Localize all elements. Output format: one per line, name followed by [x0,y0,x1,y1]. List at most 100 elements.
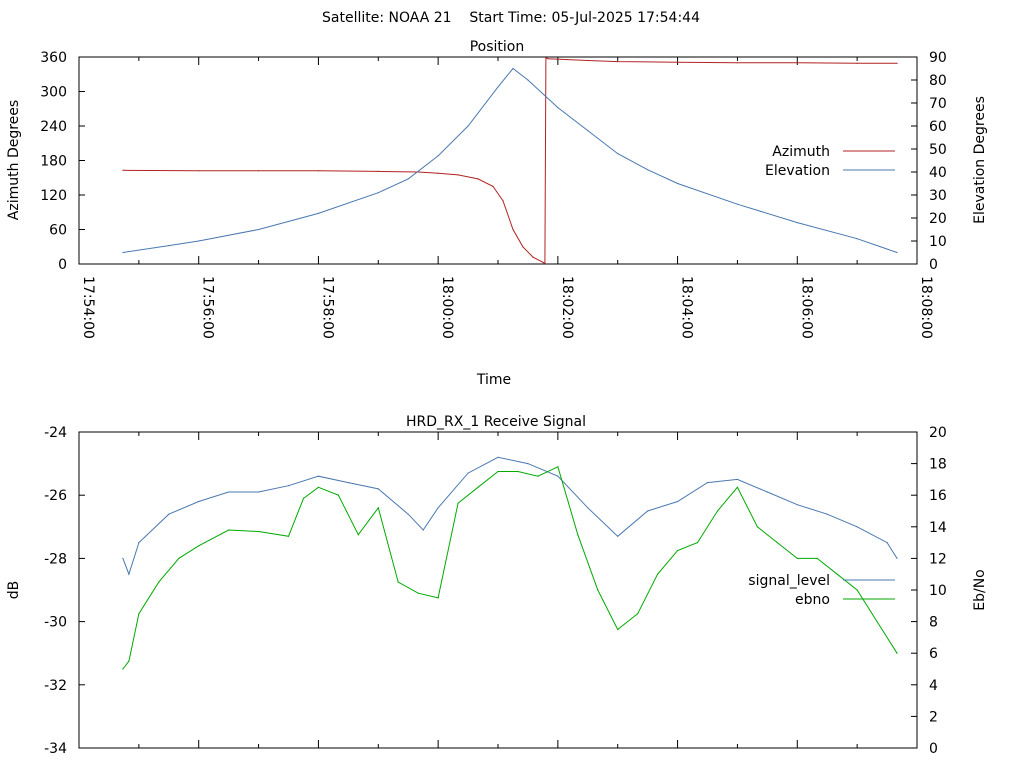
legend-label-elevation: Elevation [765,163,830,179]
data-point-signal-level [128,573,130,575]
y-tick-label: -32 [44,678,67,694]
position-plot-frame [78,56,918,265]
data-point-azimuth [457,174,459,176]
data-point-elevation [198,240,200,242]
data-point-azimuth [437,172,439,174]
data-point-signal-level [587,507,589,509]
y2-tick-label: 10 [929,234,947,250]
data-point-elevation [497,86,499,88]
data-point-ebno [357,534,359,536]
y2-tick-label: 80 [929,73,947,89]
data-point-ebno [597,589,599,591]
data-point-azimuth [896,62,898,64]
position-right-axis: 0 10 20 30 40 50 60 70 80 90 [911,50,947,273]
signal-left-axis: -34 -32 -30 -28 -26 -24 [44,425,85,757]
data-point-signal-level [706,482,709,484]
data-point-signal-level [647,510,649,512]
data-point-signal-level [826,513,828,515]
data-point-ebno [537,475,539,477]
x-tick-label: 18:00:00 [439,276,455,339]
signal-y-axis-label: dB [6,581,22,600]
data-point-ebno [228,529,230,531]
data-point-ebno [716,510,719,512]
data-point-ebno [796,557,798,560]
y2-tick-label: 30 [929,188,947,204]
data-point-azimuth [198,170,200,172]
data-point-elevation [122,251,124,254]
data-point-elevation [736,203,739,205]
data-point-signal-level [896,557,898,560]
data-point-signal-level [287,485,290,487]
x-tick-label: 17:58:00 [319,276,335,339]
y2-tick-label: 0 [929,741,938,757]
y2-tick-label: 16 [929,488,947,504]
data-point-ebno [258,530,260,533]
legend-label-ebno: ebno [795,592,830,608]
y2-tick-label: 12 [929,551,947,567]
data-point-elevation [467,125,469,127]
y-tick-label: 240 [40,119,67,135]
data-point-ebno [138,613,140,615]
data-point-signal-level [617,535,619,537]
data-point-azimuth [856,62,858,64]
x-tick-label: 18:02:00 [559,276,575,339]
data-point-azimuth [477,178,479,180]
data-point-ebno [198,545,200,547]
data-point-ebno [577,534,579,536]
data-point-azimuth [542,261,544,263]
y-tick-label: -34 [44,741,67,757]
data-point-azimuth [258,170,260,172]
data-point-elevation [557,107,559,109]
data-point-elevation [856,238,858,240]
y-tick-label: 360 [40,50,67,66]
data-point-ebno [696,542,699,544]
data-point-elevation [437,155,439,157]
x-tick-label: 18:08:00 [918,276,934,339]
y2-tick-label: 8 [929,615,938,631]
y2-tick-label: 0 [929,257,938,273]
signal-legend: signal_level ebno [748,573,895,608]
y-tick-label: -26 [44,488,67,504]
data-point-signal-level [198,500,200,503]
position-y-axis-label: Azimuth Degrees [6,100,22,220]
data-point-elevation [647,169,649,171]
data-point-ebno [816,557,818,560]
data-point-elevation [587,130,589,132]
series-line-ebno [122,466,898,670]
signal-chart: HRD_RX_1 Receive Signal -34-32-30-28-26-… [6,414,988,757]
data-point-azimuth [617,61,619,63]
y2-tick-label: 50 [929,142,947,158]
data-point-ebno [457,502,459,504]
data-point-ebno [477,486,479,488]
data-point-azimuth [736,62,739,64]
y-tick-label: 60 [49,223,67,239]
y-tick-label: 180 [40,154,67,170]
data-point-ebno [437,597,439,599]
position-chart-title: Position [470,39,525,55]
data-point-elevation [258,228,260,231]
data-point-ebno [517,470,519,473]
signal-y2-axis-label: Eb/No [972,569,988,611]
data-point-signal-level [856,526,858,528]
data-point-signal-level [347,482,349,484]
data-point-ebno [557,466,559,468]
y2-tick-label: 20 [929,425,947,441]
data-point-elevation [617,153,619,155]
data-point-azimuth [532,256,534,258]
data-point-azimuth [502,200,504,202]
data-point-ebno [677,549,679,552]
position-series-group [122,56,898,265]
position-y2-axis-label: Elevation Degrees [972,96,988,224]
data-point-ebno [876,621,878,623]
data-point-elevation [407,178,409,180]
y-tick-label: -30 [44,615,67,631]
y2-tick-label: 18 [929,457,947,473]
data-point-signal-level [766,491,769,493]
data-point-ebno [158,581,160,583]
data-point-elevation [377,192,379,194]
y-tick-label: -24 [44,425,67,441]
data-point-ebno [617,628,619,631]
data-point-signal-level [168,513,170,515]
data-point-signal-level [228,491,230,493]
